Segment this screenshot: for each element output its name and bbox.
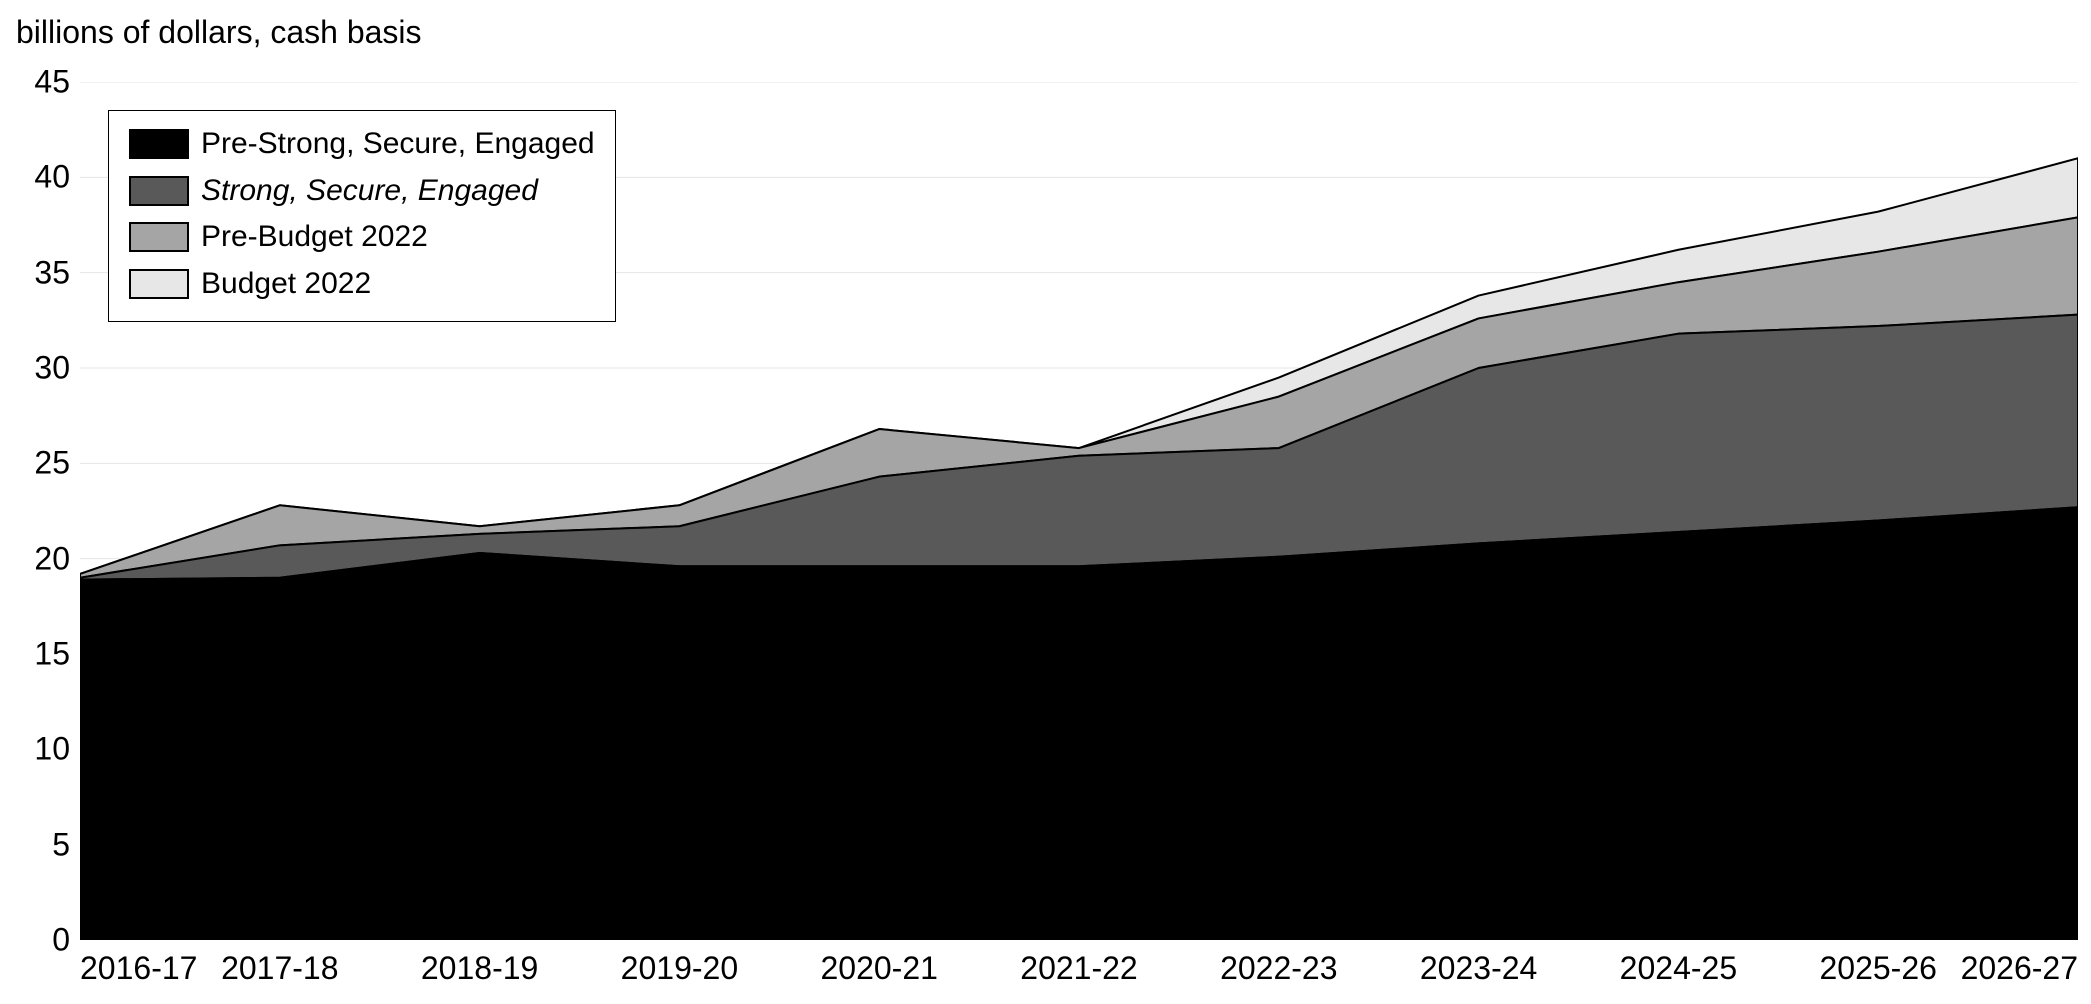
- y-tick-label: 25: [34, 445, 80, 482]
- legend-label: Pre-Budget 2022: [201, 214, 428, 261]
- chart-container: billions of dollars, cash basis 0 5 10 15 20…: [0, 0, 2091, 1004]
- x-tick-label: 2019-20: [621, 940, 738, 987]
- x-tick-label: 2023-24: [1420, 940, 1537, 987]
- x-tick-label: 2017-18: [221, 940, 338, 987]
- y-tick-label: 20: [34, 540, 80, 577]
- legend-item-pre_sse: Pre-Strong, Secure, Engaged: [129, 121, 595, 168]
- area-series-pre_sse: [80, 507, 2078, 940]
- x-tick-label: 2024-25: [1620, 940, 1737, 987]
- x-tick-label: 2022-23: [1220, 940, 1337, 987]
- y-tick-label: 10: [34, 731, 80, 768]
- y-tick-label: 0: [52, 922, 80, 959]
- x-tick-label: 2021-22: [1020, 940, 1137, 987]
- x-tick-label: 2026-27: [1961, 940, 2078, 987]
- legend-item-budget_2022: Budget 2022: [129, 261, 595, 308]
- x-tick-label: 2020-21: [820, 940, 937, 987]
- legend-label: Strong, Secure, Engaged: [201, 168, 538, 215]
- x-tick-label: 2018-19: [421, 940, 538, 987]
- y-tick-label: 30: [34, 350, 80, 387]
- x-tick-label: 2016-17: [80, 940, 197, 987]
- legend-swatch: [129, 129, 189, 159]
- legend-swatch: [129, 269, 189, 299]
- chart-subtitle: billions of dollars, cash basis: [16, 14, 422, 51]
- y-tick-label: 15: [34, 636, 80, 673]
- legend-item-sse: Strong, Secure, Engaged: [129, 168, 595, 215]
- legend-swatch: [129, 222, 189, 252]
- y-tick-label: 40: [34, 159, 80, 196]
- y-tick-label: 5: [52, 826, 80, 863]
- y-tick-label: 35: [34, 254, 80, 291]
- legend: Pre-Strong, Secure, EngagedStrong, Secur…: [108, 110, 616, 322]
- legend-swatch: [129, 176, 189, 206]
- legend-label: Pre-Strong, Secure, Engaged: [201, 121, 595, 168]
- x-tick-label: 2025-26: [1819, 940, 1936, 987]
- legend-label: Budget 2022: [201, 261, 371, 308]
- y-tick-label: 45: [34, 64, 80, 101]
- legend-item-pre_budget_2022: Pre-Budget 2022: [129, 214, 595, 261]
